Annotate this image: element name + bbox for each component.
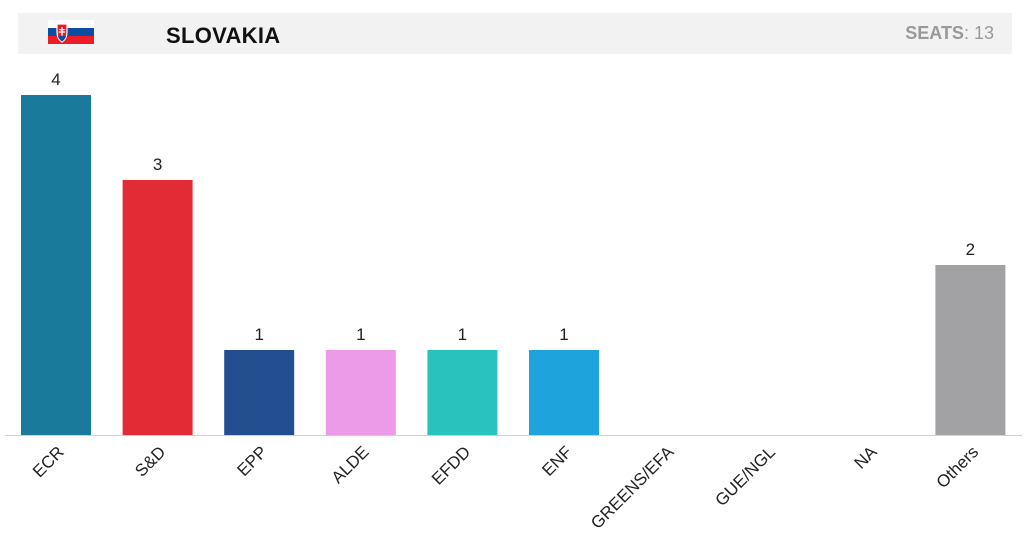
bar-alde (325, 350, 396, 435)
x-tick-label: EPP (234, 442, 271, 479)
bar-others (935, 265, 1006, 435)
x-tick-label: ECR (29, 442, 68, 481)
seats-separator: : (963, 23, 974, 43)
seats-value: 13 (973, 23, 994, 43)
data-label: 4 (51, 70, 60, 89)
data-label: 3 (153, 155, 162, 174)
header-bar: SLOVAKIA SEATS: 13 (18, 13, 1012, 54)
seats-readout: SEATS: 13 (905, 23, 994, 44)
x-tick-label: EFDD (428, 442, 474, 488)
x-tick-label: NA (850, 442, 881, 473)
flag-hills (58, 35, 66, 42)
data-label: 1 (254, 325, 263, 344)
bar-epp (224, 350, 295, 435)
slovakia-flag-icon (48, 20, 94, 44)
x-tick-label: Others (933, 442, 983, 492)
x-tick-label: GUE/NGL (711, 442, 779, 510)
bar-s-d (122, 180, 193, 435)
bar-efdd (427, 350, 498, 435)
bar-enf (529, 350, 599, 435)
data-label: 1 (458, 325, 467, 344)
bar-ecr (21, 95, 91, 435)
x-tick-label: ENF (538, 442, 575, 479)
data-label: 1 (559, 325, 568, 344)
data-label: 1 (356, 325, 365, 344)
flag-stripe-red (48, 36, 94, 44)
seats-label: SEATS (905, 23, 964, 43)
country-title: SLOVAKIA (166, 23, 281, 48)
x-tick-label: S&D (131, 442, 169, 480)
data-label: 2 (966, 240, 975, 259)
flag-stripe-white (48, 20, 94, 28)
flag-cross (58, 27, 66, 36)
x-tick-label: GREENS/EFA (587, 442, 678, 533)
flag-stripe-blue (48, 28, 94, 36)
x-tick-label: ALDE (328, 442, 373, 487)
